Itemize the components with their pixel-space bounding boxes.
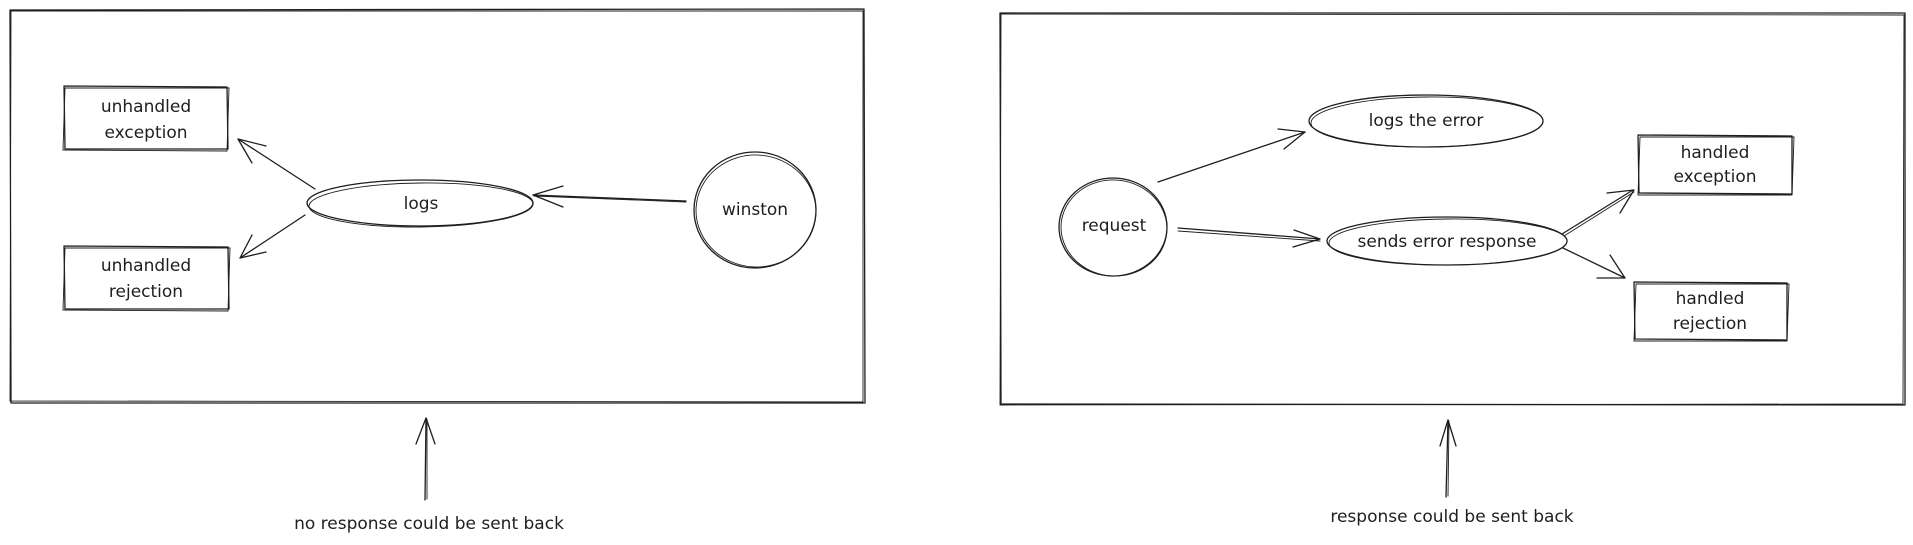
- handled-exception-label-2: exception: [1673, 167, 1756, 187]
- unhandled-exception-label-2: exception: [104, 123, 187, 143]
- winston-label: winston: [722, 200, 788, 220]
- handled-exception-node: handled exception: [1637, 134, 1795, 196]
- logs-node: logs: [306, 179, 534, 228]
- arrow-logs-to-unhandled-exception: [237, 138, 316, 190]
- logs-the-error-label: logs the error: [1369, 111, 1484, 131]
- unhandled-exception-label-1: unhandled: [101, 97, 191, 117]
- unhandled-rejection-label-2: rejection: [109, 282, 183, 302]
- left-diagram: unhandled exception unhandled rejection …: [9, 8, 866, 534]
- handled-rejection-label-1: handled: [1676, 289, 1745, 309]
- left-caption: no response could be sent back: [294, 514, 564, 534]
- handled-rejection-label-2: rejection: [1673, 314, 1747, 334]
- sends-error-response-node: sends error response: [1326, 216, 1568, 266]
- unhandled-rejection-label-1: unhandled: [101, 256, 191, 276]
- arrow-winston-to-logs: [532, 185, 687, 208]
- arrow-response-to-handled-rejection: [1562, 247, 1626, 279]
- handled-exception-label-1: handled: [1681, 143, 1750, 163]
- right-caption: response could be sent back: [1330, 507, 1573, 527]
- arrow-request-to-sends-error-response: [1177, 227, 1321, 248]
- right-caption-arrow: [1439, 419, 1457, 498]
- left-caption-arrow: [415, 417, 436, 501]
- left-frame: [9, 8, 866, 404]
- request-node: request: [1058, 177, 1168, 277]
- arrow-logs-to-unhandled-rejection: [239, 214, 306, 259]
- unhandled-rejection-node: unhandled rejection: [62, 245, 231, 312]
- winston-node: winston: [693, 151, 817, 269]
- arrow-request-to-logs-the-error: [1157, 128, 1306, 183]
- handled-rejection-node: handled rejection: [1633, 281, 1790, 342]
- right-frame: [999, 12, 1906, 406]
- unhandled-exception-node: unhandled exception: [62, 85, 230, 152]
- logs-label: logs: [404, 194, 439, 214]
- arrow-response-to-handled-exception: [1561, 189, 1635, 237]
- sends-error-response-label: sends error response: [1358, 232, 1537, 252]
- right-diagram: request logs the error sends error respo…: [999, 12, 1906, 527]
- request-label: request: [1082, 216, 1147, 236]
- logs-the-error-node: logs the error: [1308, 94, 1544, 148]
